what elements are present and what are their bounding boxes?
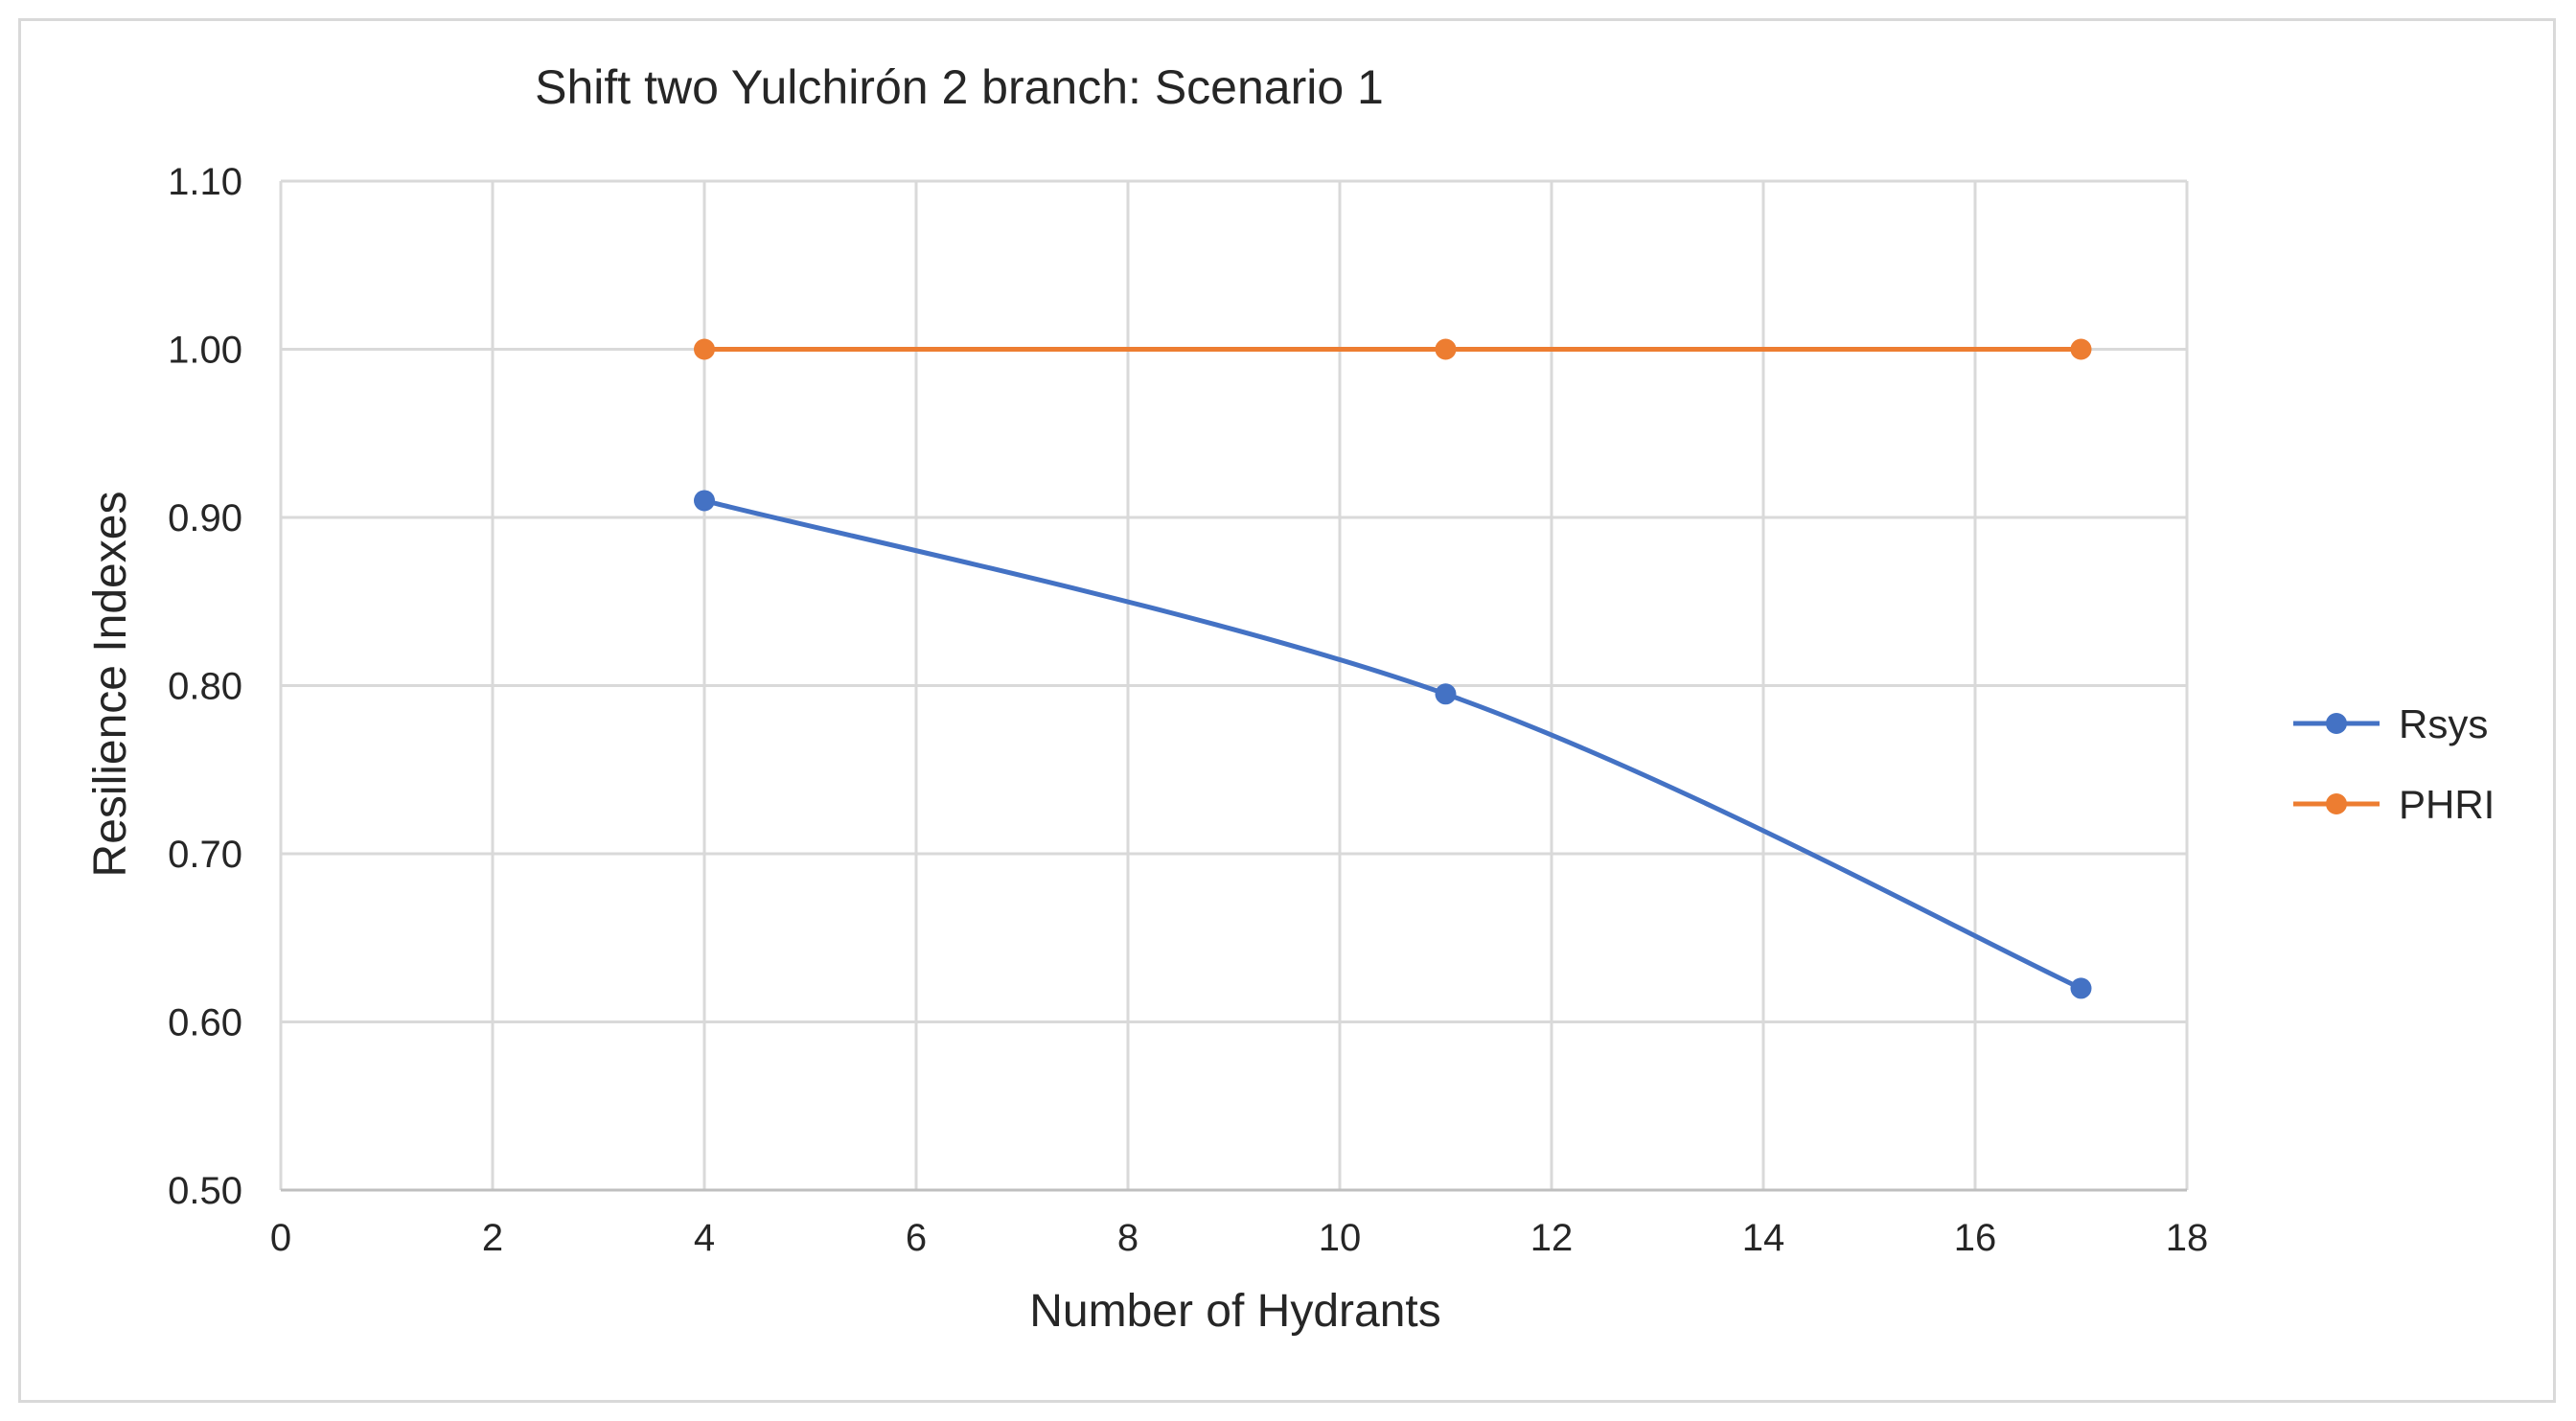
data-point-rsys <box>694 490 715 512</box>
x-tick-label: 4 <box>694 1217 715 1259</box>
x-tick-label: 16 <box>1954 1217 1997 1259</box>
y-tick-label: 1.10 <box>168 161 242 203</box>
data-point-phri <box>1435 338 1457 360</box>
legend-marker-rsys <box>2326 713 2347 734</box>
x-tick-label: 8 <box>1117 1217 1138 1259</box>
y-tick-label: 0.70 <box>168 834 242 876</box>
series-line-rsys <box>702 497 2083 991</box>
axes: 0 2 4 6 8 10 12 14 16 18 0.50 0.60 0.70 0.80 0.90 1.00 1… <box>168 161 2208 1259</box>
data-point-phri <box>694 338 715 360</box>
legend: Rsys PHRI <box>2293 701 2495 827</box>
legend-label-phri: PHRI <box>2399 782 2495 827</box>
series-phri <box>694 338 2092 360</box>
x-axis-title: Number of Hydrants <box>1029 1286 1441 1337</box>
x-tick-label: 6 <box>906 1217 927 1259</box>
x-tick-label: 12 <box>1530 1217 1574 1259</box>
x-tick-label: 2 <box>482 1217 503 1259</box>
legend-label-rsys: Rsys <box>2399 701 2488 746</box>
chart-title: Shift two Yulchirón 2 branch: Scenario 1 <box>535 60 1384 114</box>
series-rsys <box>694 490 2092 999</box>
legend-marker-phri <box>2326 793 2347 814</box>
chart-frame <box>18 18 2556 1403</box>
y-tick-label: 1.00 <box>168 330 242 372</box>
legend-item-rsys: Rsys <box>2293 701 2488 746</box>
y-tick-label: 0.60 <box>168 1002 242 1044</box>
data-point-phri <box>2070 338 2092 360</box>
y-tick-label: 0.50 <box>168 1170 242 1212</box>
series-layer <box>694 338 2092 999</box>
data-point-rsys <box>1435 683 1457 705</box>
y-axis-title: Resilience Indexes <box>85 492 136 878</box>
x-tick-label: 18 <box>2166 1217 2209 1259</box>
y-tick-label: 0.90 <box>168 497 242 539</box>
data-point-rsys <box>2070 977 2092 999</box>
legend-item-phri: PHRI <box>2293 782 2495 827</box>
y-tick-label: 0.80 <box>168 666 242 708</box>
grid <box>281 179 2189 1190</box>
x-tick-label: 10 <box>1319 1217 1362 1259</box>
x-tick-label: 0 <box>270 1217 291 1259</box>
x-tick-label: 14 <box>1742 1217 1785 1259</box>
